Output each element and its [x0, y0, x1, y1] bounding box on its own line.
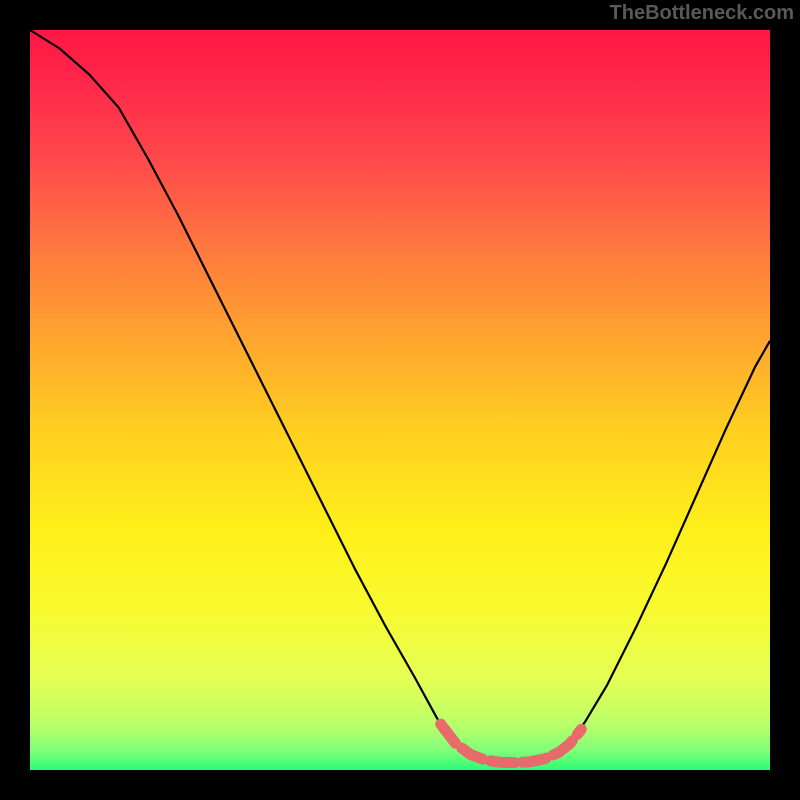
plot-background-gradient — [30, 30, 770, 770]
bottleneck-chart: TheBottleneck.com — [0, 0, 800, 800]
watermark-text: TheBottleneck.com — [610, 2, 794, 25]
chart-canvas — [0, 0, 800, 800]
